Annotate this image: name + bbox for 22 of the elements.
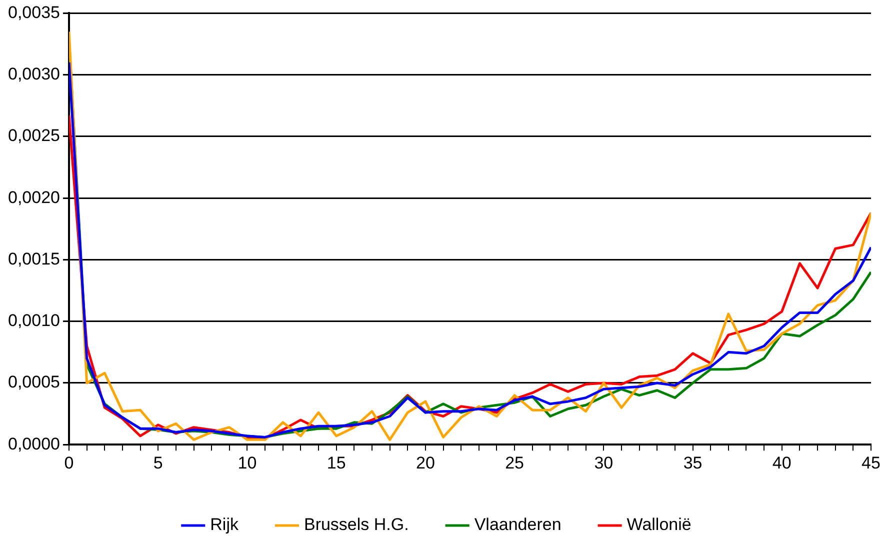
- x-tick-label: 35: [683, 453, 702, 472]
- y-tick-label: 0,0015: [8, 249, 60, 268]
- legend-label: Vlaanderen: [474, 515, 562, 534]
- y-tick-label: 0,0000: [8, 434, 60, 454]
- y-tick-label: 0,0025: [8, 126, 60, 146]
- x-tick-label: 10: [238, 453, 257, 472]
- y-tick-label: 0,0010: [8, 311, 60, 330]
- x-tick-label: 5: [153, 453, 163, 472]
- y-tick-label: 0,0005: [8, 372, 60, 392]
- legend-label: Wallonië: [626, 515, 692, 534]
- y-tick-label: 0,0030: [8, 64, 60, 84]
- x-tick-label: 0: [64, 453, 74, 472]
- x-tick-label: 45: [862, 453, 880, 472]
- y-tick-label: 0,0020: [8, 188, 60, 207]
- x-tick-label: 40: [772, 453, 792, 472]
- legend-label: Brussels H.G.: [304, 515, 409, 534]
- legend-label: Rijk: [210, 515, 239, 534]
- x-tick-label: 20: [416, 453, 435, 472]
- y-tick-label: 0,0035: [8, 2, 60, 22]
- x-tick-label: 15: [326, 453, 346, 472]
- x-tick-label: 25: [505, 453, 524, 472]
- x-tick-label: 30: [594, 453, 614, 472]
